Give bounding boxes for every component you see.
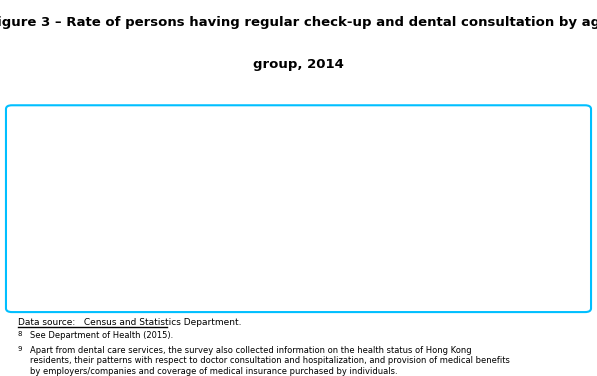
Text: 55-64: 55-64 [298,161,330,171]
Bar [363,206,503,219]
Text: 15-24: 15-24 [298,254,330,264]
Bar [51,275,265,288]
Text: 28.3%: 28.3% [97,184,131,194]
Text: See Department of Health (2015).: See Department of Health (2015). [30,331,173,340]
Bar [363,275,554,288]
Text: 45-54: 45-54 [298,184,330,194]
Text: 37.2%: 37.2% [511,184,545,194]
Text: 35-44: 35-44 [298,208,330,217]
Text: 24.0%: 24.0% [116,161,150,171]
Text: 31.9%: 31.9% [491,230,524,241]
Text: 24.5%: 24.5% [115,254,148,264]
Bar [155,252,265,265]
Text: Figure 3 – Rate of persons having regular check-up and dental consultation by ag: Figure 3 – Rate of persons having regula… [0,16,597,29]
Text: 14.0%: 14.0% [162,138,195,148]
Text: 34.8%: 34.8% [502,161,536,171]
Text: Data source:   Census and Statistics Department.: Data source: Census and Statistics Depar… [18,318,241,327]
Text: 25.1%: 25.1% [112,230,146,241]
Bar [152,229,265,242]
Text: group, 2014: group, 2014 [253,58,344,71]
Text: Apart from dental care services, the survey also collected information on the he: Apart from dental care services, the sur… [30,346,510,376]
Text: 25-34: 25-34 [298,230,330,241]
Text: 36.1%: 36.1% [507,208,541,217]
Bar [363,229,487,242]
Text: With dental consultation: With dental consultation [397,108,543,118]
Text: Below 15: Below 15 [289,277,339,287]
Text: 30.9%: 30.9% [487,254,521,264]
Bar [127,206,265,219]
Text: 65 or
above: 65 or above [297,132,331,154]
Text: 49.3%: 49.3% [558,277,592,287]
Bar [202,137,265,150]
Text: 30.7%: 30.7% [87,208,120,217]
Text: 9: 9 [18,346,23,352]
Bar [138,183,265,196]
Text: 27.3%: 27.3% [473,138,506,148]
Bar [157,160,265,173]
Bar [363,183,507,196]
Bar [363,252,483,265]
Text: With  regular  check-up: With regular check-up [72,108,210,118]
Bar [363,160,498,173]
Text: 8: 8 [18,331,23,337]
Bar [363,137,469,150]
Text: 47.5%: 47.5% [11,277,45,287]
Text: Age: Age [303,108,325,118]
